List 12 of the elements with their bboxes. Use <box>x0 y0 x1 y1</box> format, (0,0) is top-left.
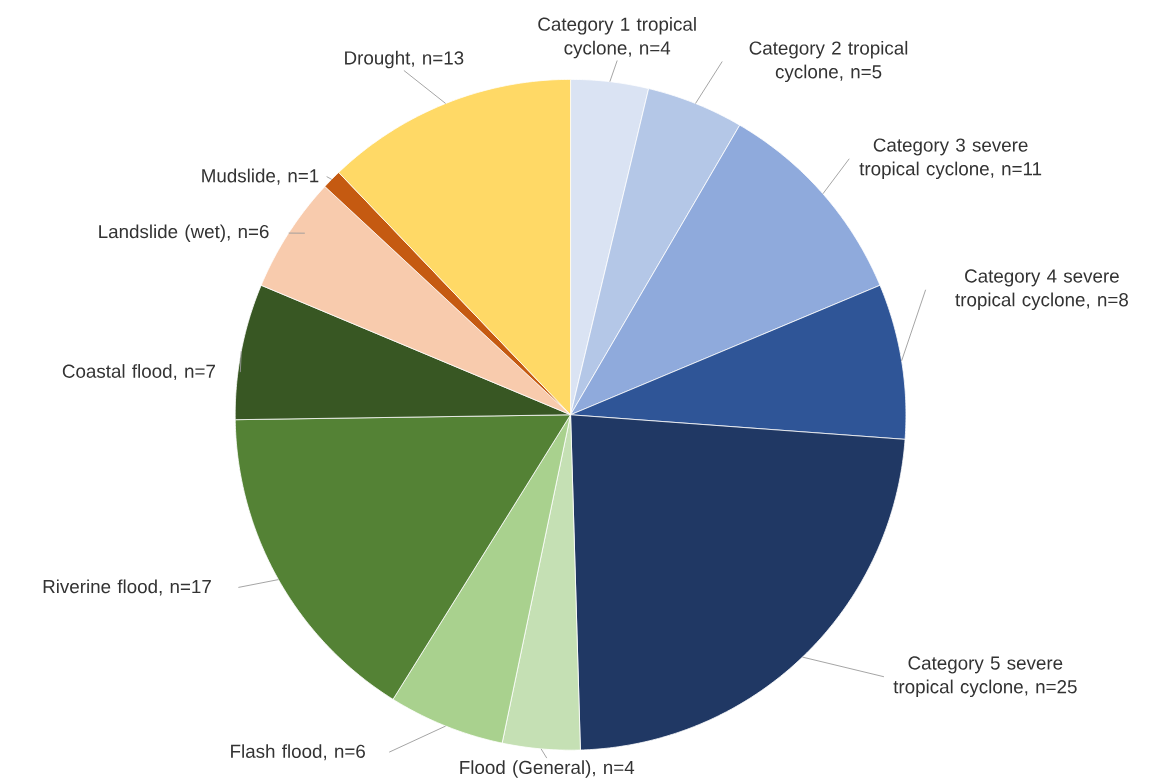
slice-label: Drought, n=13 <box>345 50 464 69</box>
slice-label: Coastal flood, n=7 <box>62 364 215 381</box>
slice-label: Category 3 severe tropical cyclone, n=11 <box>859 138 1042 180</box>
slice-label: Flood (General), n=4 <box>460 760 635 778</box>
slice-label: Riverine flood, n=17 <box>43 579 211 596</box>
slice-label: Category 1 tropical cyclone, n=4 <box>538 17 696 59</box>
slice-label: Flash flood, n=6 <box>231 744 365 761</box>
slice-label: Mudslide, n=1 <box>202 168 319 185</box>
slice-label: Category 4 severe tropical cyclone, n=8 <box>955 269 1128 311</box>
slice-label: Landslide (wet), n=6 <box>99 224 269 242</box>
slice-label: Category 5 severe tropical cyclone, n=25 <box>893 656 1077 698</box>
slice-label: Category 2 tropical cyclone, n=5 <box>749 40 908 83</box>
